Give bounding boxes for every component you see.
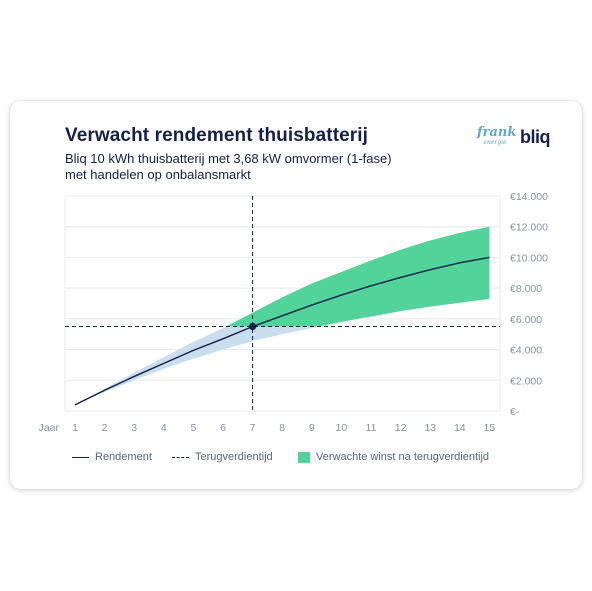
x-tick-label-4: 5 xyxy=(190,422,196,434)
y-tick-label-6: €12.000 xyxy=(510,222,548,234)
y-tick-label-1: €2.000 xyxy=(510,375,542,387)
y-tick-label-7: €14.000 xyxy=(510,191,548,203)
y-tick-label-2: €4.000 xyxy=(510,345,542,357)
chart-plot: €- €2.000 €4.000 €6.000 €8.000 €10.000 €12.000… xyxy=(39,191,549,434)
x-tick-label-3: 4 xyxy=(161,422,167,434)
legend-swatch-dash xyxy=(172,456,189,458)
x-tick-label-1: 2 xyxy=(102,422,108,434)
x-tick-label-5: 6 xyxy=(220,422,226,434)
y-tick-label-0: €- xyxy=(510,406,520,418)
series-line-rendement xyxy=(74,256,490,406)
x-tick-label-2: 3 xyxy=(131,422,137,434)
legend-item-terugverdientijd: Terugverdientijd xyxy=(172,451,273,463)
payback-point xyxy=(249,322,257,331)
y-tick-label-3: €6.000 xyxy=(510,314,542,326)
chart-card: Verwacht rendement thuisbatterij Bliq 10… xyxy=(10,101,582,489)
x-tick-label-12: 13 xyxy=(424,422,436,434)
x-tick-label-0: 1 xyxy=(72,422,78,434)
x-tick-label-14: 15 xyxy=(484,422,496,434)
frank-energie-logo: frank energie xyxy=(477,125,517,146)
subtitle-line-1: Bliq 10 kWh thuisbatterij met 3,68 kW om… xyxy=(65,151,392,166)
x-tick-label-11: 12 xyxy=(395,422,407,434)
x-tick-label-7: 8 xyxy=(279,422,285,434)
x-tick-label-8: 9 xyxy=(309,422,315,434)
legend-item-rendement: Rendement xyxy=(72,451,152,463)
legend-label-rendement: Rendement xyxy=(95,451,152,463)
legend-swatch-line xyxy=(72,456,89,458)
band-profit xyxy=(225,226,490,327)
x-axis-label: Jaar xyxy=(39,422,60,434)
x-tick-label-9: 10 xyxy=(336,422,348,434)
frank-logo-word: frank xyxy=(477,125,517,140)
legend-item-winst: Verwachte winst na terugverdientijd xyxy=(298,451,489,463)
legend-label-winst: Verwachte winst na terugverdientijd xyxy=(316,451,490,463)
bliq-logo: bliq xyxy=(520,127,551,147)
y-tick-label-4: €8.000 xyxy=(510,283,542,295)
x-tick-label-13: 14 xyxy=(454,422,466,434)
x-tick-label-6: 7 xyxy=(250,422,256,434)
legend-swatch-area xyxy=(298,451,310,463)
y-tick-label-5: €10.000 xyxy=(510,252,548,264)
subtitle-line-2: met handelen op onbalansmarkt xyxy=(65,167,251,182)
legend-label-terugverdientijd: Terugverdientijd xyxy=(195,451,273,463)
x-tick-label-10: 11 xyxy=(366,422,377,434)
chart-title: Verwacht rendement thuisbatterij xyxy=(65,125,369,146)
frank-logo-sub: energie xyxy=(483,139,507,146)
chart-subtitle: Bliq 10 kWh thuisbatterij met 3,68 kW om… xyxy=(65,151,465,183)
